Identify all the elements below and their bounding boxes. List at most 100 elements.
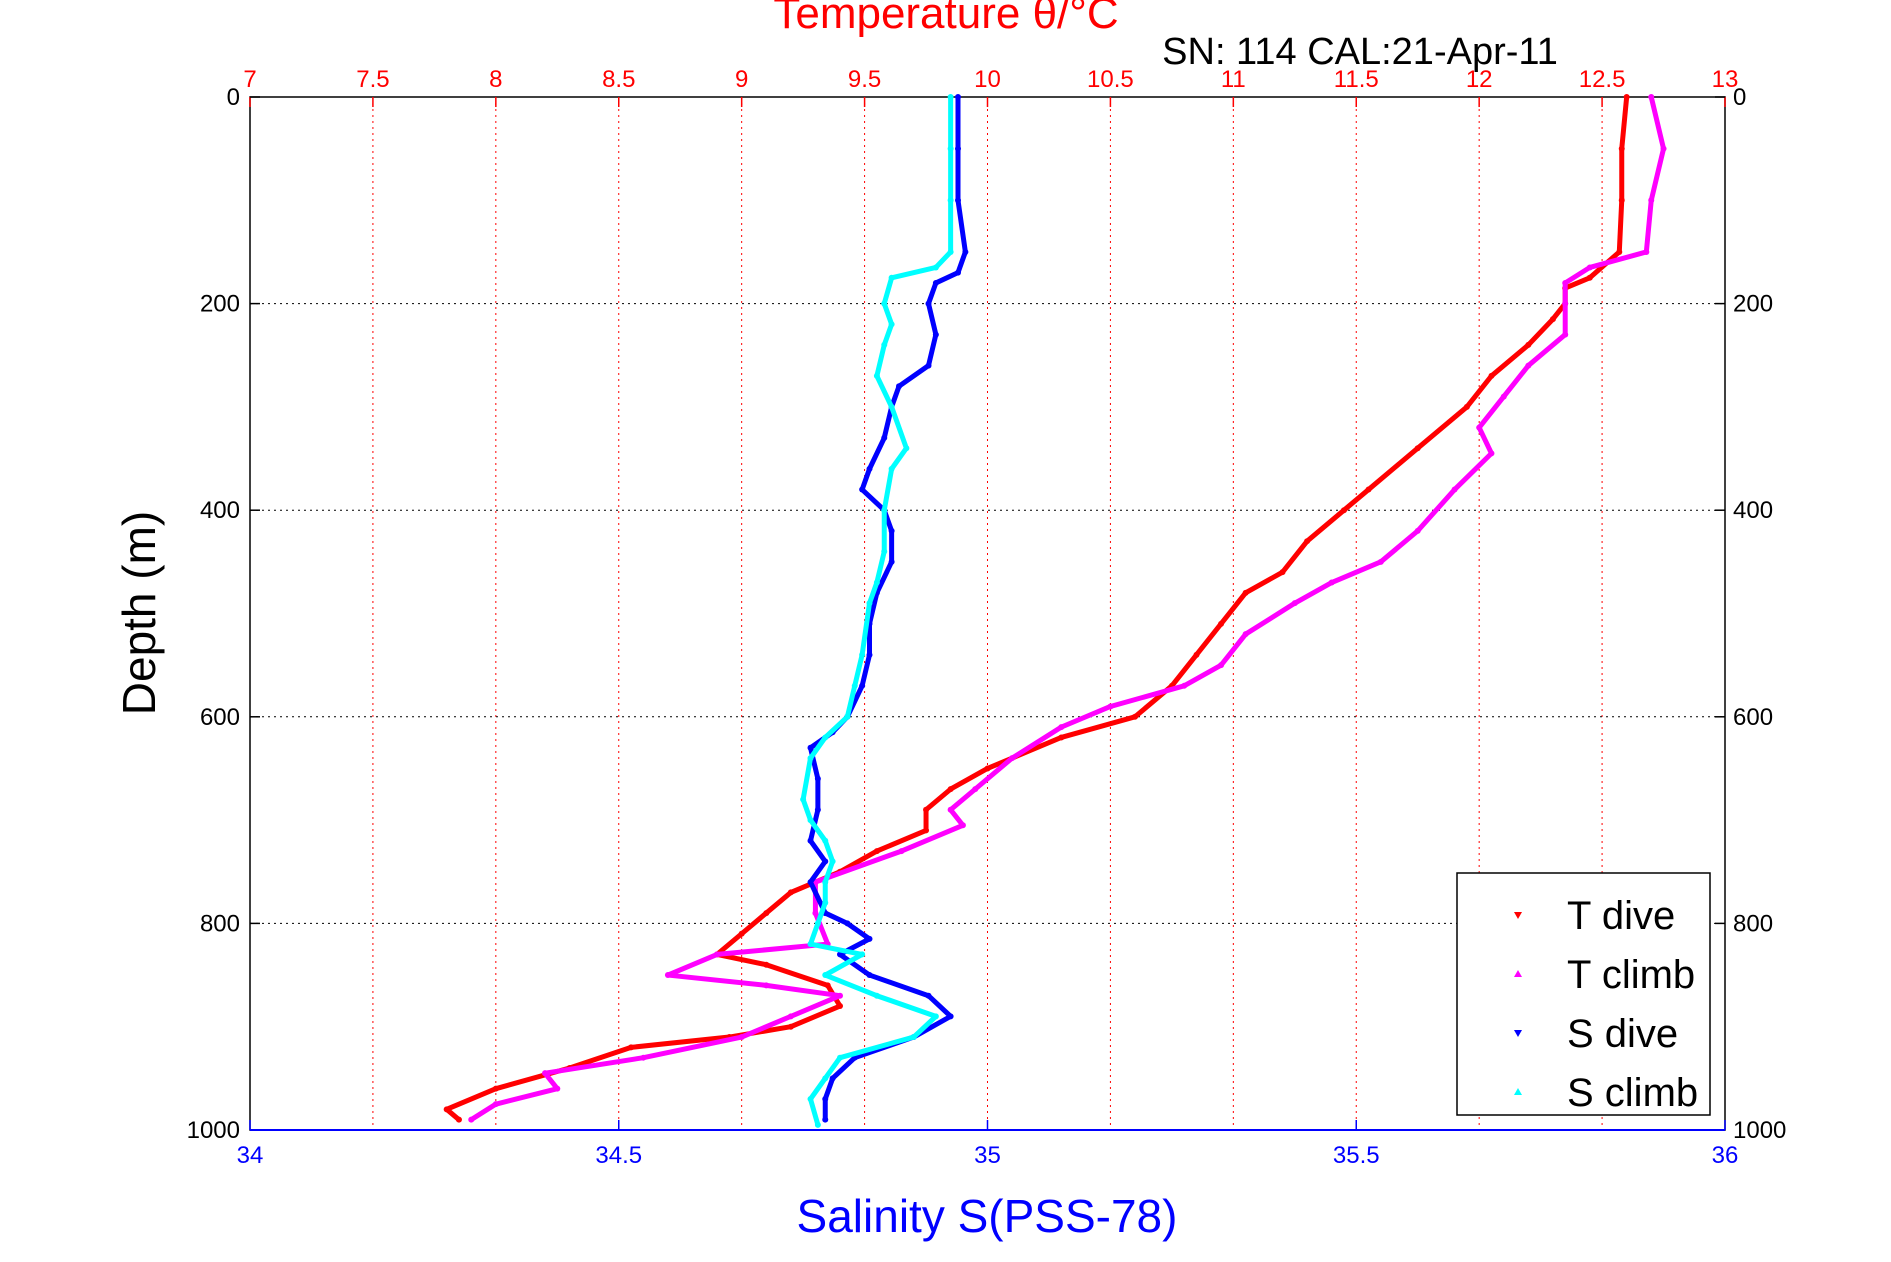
temperature-tick-label: 7.5: [356, 66, 389, 93]
data-point: [1242, 589, 1249, 596]
data-point: [932, 279, 939, 286]
data-point: [1586, 264, 1593, 271]
depth-tick-label-right: 1000: [1733, 1117, 1786, 1144]
data-point: [923, 827, 930, 834]
data-point: [888, 465, 895, 472]
data-point: [851, 682, 858, 689]
depth-tick-label-right: 600: [1733, 704, 1773, 731]
data-point: [947, 806, 954, 813]
data-point: [1279, 569, 1286, 576]
legend-marker: [1514, 1088, 1522, 1095]
data-point: [829, 858, 836, 865]
data-point: [984, 765, 991, 772]
data-point: [468, 1116, 475, 1123]
temperature-tick-label: 8: [489, 66, 502, 93]
depth-tick-label-left: 0: [227, 84, 240, 111]
data-point: [923, 806, 930, 813]
data-point: [866, 935, 873, 942]
data-point: [932, 264, 939, 271]
legend-label: T dive: [1567, 894, 1675, 938]
data-point: [814, 775, 821, 782]
data-point: [959, 822, 966, 829]
temperature-tick-label: 10.5: [1087, 66, 1134, 93]
data-point: [822, 837, 829, 844]
data-point: [814, 806, 821, 813]
depth-tick-label-left: 400: [200, 497, 240, 524]
data-point: [881, 434, 888, 441]
data-point: [1009, 755, 1016, 762]
data-point: [1616, 248, 1623, 255]
data-point: [925, 992, 932, 999]
data-point: [822, 734, 829, 741]
data-point: [881, 507, 888, 514]
data-point: [888, 403, 895, 410]
data-point: [881, 300, 888, 307]
depth-tick-label-left: 200: [200, 291, 240, 318]
data-point: [1463, 403, 1470, 410]
data-point: [1291, 600, 1298, 607]
data-point: [859, 682, 866, 689]
depth-tick-label-right: 0: [1733, 84, 1746, 111]
temperature-tick-label: 8.5: [602, 66, 635, 93]
data-point: [1488, 450, 1495, 457]
data-point: [925, 300, 932, 307]
data-point: [1414, 445, 1421, 452]
data-point: [859, 951, 866, 958]
depth-tick-label-right: 800: [1733, 910, 1773, 937]
depth-tick-label-right: 400: [1733, 497, 1773, 524]
data-point: [787, 1023, 794, 1030]
data-point: [888, 274, 895, 281]
data-point: [492, 1101, 499, 1108]
data-point: [955, 94, 961, 100]
data-point: [925, 362, 932, 369]
data-point: [807, 744, 814, 751]
data-point: [866, 465, 873, 472]
data-point: [947, 145, 954, 152]
data-point: [1365, 486, 1372, 493]
data-point: [955, 269, 961, 276]
data-point: [814, 1121, 821, 1128]
depth-tick-label-right: 200: [1733, 291, 1773, 318]
data-point: [1562, 279, 1569, 286]
data-point: [542, 1070, 548, 1077]
temperature-tick-label: 13: [1712, 66, 1739, 93]
data-point: [822, 899, 829, 906]
data-point: [896, 383, 902, 390]
temperature-tick-label: 12: [1466, 66, 1493, 93]
data-point: [837, 1003, 843, 1010]
data-point: [640, 1054, 647, 1061]
data-point: [1618, 145, 1625, 152]
salinity-tick-label: 35: [974, 1142, 1001, 1169]
data-point: [822, 1096, 829, 1103]
data-point: [812, 910, 819, 917]
data-point: [910, 1034, 917, 1041]
data-point: [807, 837, 814, 844]
legend-marker: [1514, 970, 1522, 977]
salinity-tick-label: 34.5: [595, 1142, 642, 1169]
legend-marker: [1514, 1030, 1522, 1037]
data-point: [866, 972, 873, 979]
data-point: [1500, 393, 1507, 400]
data-point: [763, 982, 770, 989]
data-point: [822, 1075, 829, 1082]
data-point: [1660, 145, 1667, 152]
data-point: [866, 600, 873, 607]
legend-label: S dive: [1567, 1012, 1678, 1056]
legend: T dive T climb S dive S climb: [1456, 872, 1711, 1116]
data-point: [947, 197, 954, 204]
legend-label: S climb: [1567, 1071, 1698, 1115]
data-point: [947, 94, 954, 100]
data-point: [972, 786, 979, 793]
data-point: [1304, 538, 1311, 545]
data-point: [859, 486, 866, 493]
temperature-tick-label: 12.5: [1579, 66, 1626, 93]
data-point: [814, 920, 821, 927]
data-point: [873, 372, 880, 379]
temperature-axis-title: Temperature θ/°C: [773, 0, 1118, 38]
data-point: [800, 796, 807, 803]
data-point: [1451, 486, 1458, 493]
legend-marker: [1514, 912, 1522, 919]
data-point: [829, 1075, 836, 1082]
data-point: [763, 961, 770, 968]
temperature-tick-label: 11: [1221, 66, 1246, 93]
